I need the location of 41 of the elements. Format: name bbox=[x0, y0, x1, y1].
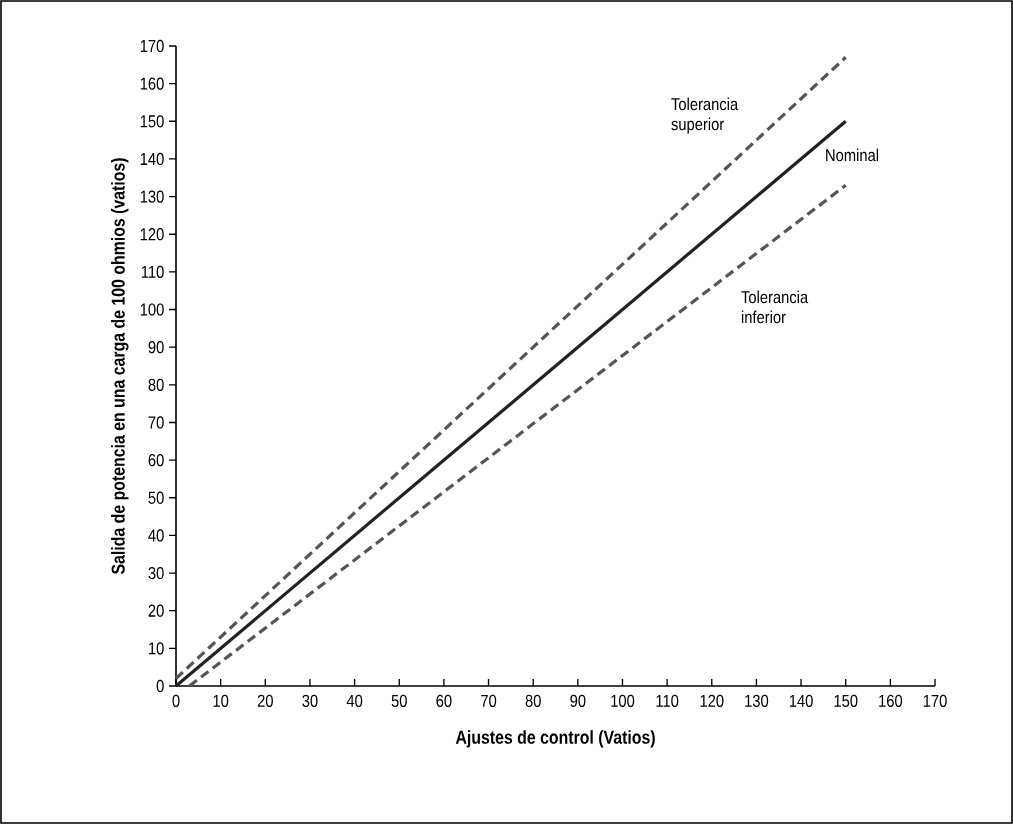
y-tick-label: 150 bbox=[140, 115, 164, 128]
y-tick-label: 0 bbox=[156, 679, 164, 693]
y-tick-label: 10 bbox=[149, 642, 164, 655]
x-tick-label: 80 bbox=[525, 694, 541, 707]
y-tick-label: 140 bbox=[140, 152, 164, 166]
x-tick-label: 130 bbox=[745, 694, 769, 707]
y-tick-label: 130 bbox=[140, 190, 164, 203]
x-tick-label: 0 bbox=[172, 694, 180, 707]
y-tick-label: 40 bbox=[148, 529, 164, 542]
x-tick-label: 170 bbox=[923, 694, 947, 707]
x-tick-label: 10 bbox=[213, 694, 229, 707]
x-tick-label: 40 bbox=[346, 694, 363, 707]
y-tick-label: 170 bbox=[140, 39, 164, 53]
x-tick-label: 160 bbox=[879, 694, 903, 707]
x-tick-label: 20 bbox=[257, 694, 273, 707]
y-tick-label: 20 bbox=[148, 604, 164, 617]
y-tick-label: 100 bbox=[140, 303, 164, 316]
x-tick-label: 50 bbox=[391, 694, 407, 707]
y-tick-label: 60 bbox=[148, 453, 164, 467]
y-tick-label: 50 bbox=[148, 491, 164, 504]
y-tick-label: 160 bbox=[140, 77, 164, 90]
series-label: Tolerancia superior bbox=[671, 97, 739, 134]
x-tick-label: 100 bbox=[611, 694, 635, 707]
x-tick-label: 30 bbox=[302, 694, 318, 707]
y-tick-label: 120 bbox=[140, 228, 164, 241]
x-tick-label: 150 bbox=[834, 694, 858, 707]
y-tick-label: 90 bbox=[148, 341, 164, 354]
series-label: Tolerancia inferior bbox=[741, 290, 809, 324]
y-tick-label: 30 bbox=[148, 566, 164, 580]
x-axis-title: Ajustes de control (Vatios) bbox=[455, 730, 655, 748]
x-tick-label: 90 bbox=[570, 694, 586, 707]
x-tick-label: 70 bbox=[481, 694, 497, 707]
series-label: Nominal bbox=[826, 148, 879, 162]
x-tick-label: 140 bbox=[789, 694, 813, 707]
x-tick-label: 60 bbox=[436, 694, 452, 707]
y-axis-title: Salida de potencia en una carga de 100 ohmios (vatios) bbox=[111, 158, 129, 575]
x-tick-label: 110 bbox=[656, 694, 679, 707]
y-tick-label: 80 bbox=[148, 378, 164, 391]
y-tick-label: 110 bbox=[141, 265, 164, 279]
x-tick-label: 120 bbox=[700, 694, 724, 707]
y-tick-label: 70 bbox=[148, 416, 164, 429]
